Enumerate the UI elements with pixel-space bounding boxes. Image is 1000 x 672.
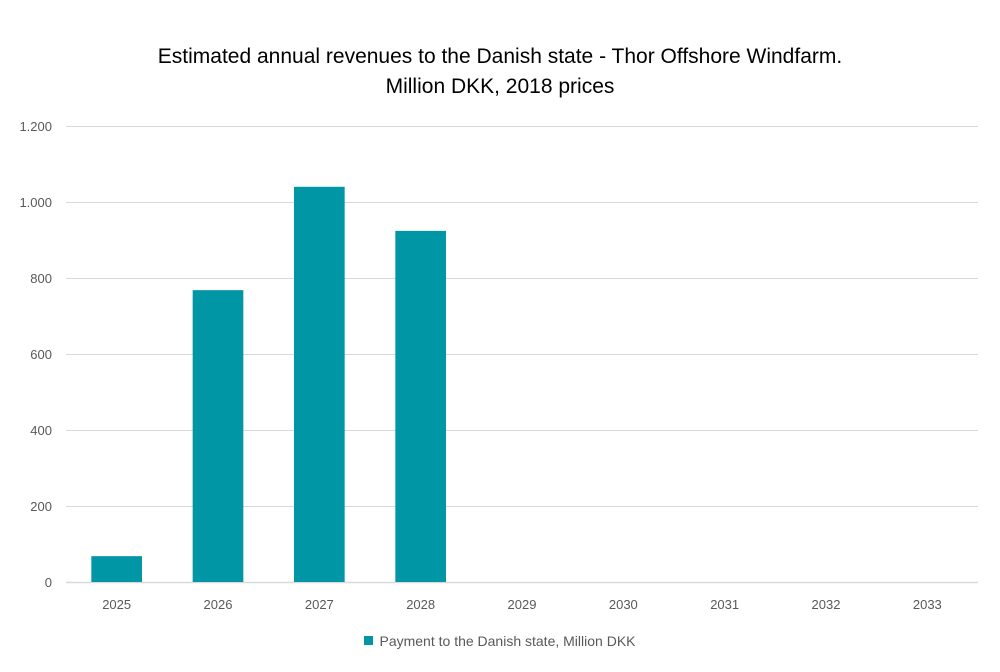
bars [91,186,446,583]
bar-2025 [91,556,142,582]
chart-subtitle: Million DKK, 2018 prices [385,75,615,98]
x-axis-ticks: 2025 2026 2027 2028 2029 2030 2031 2032 2033 [102,597,942,612]
y-tick-label: 1.200 [19,119,52,134]
x-tick-label: 2028 [406,597,435,612]
x-tick-label: 2027 [305,597,334,612]
bar-2027 [294,186,345,583]
y-tick-label: 400 [30,423,52,438]
bar-2026 [192,290,244,582]
legend-swatch [364,636,374,645]
x-tick-label: 2025 [102,597,131,612]
chart-title: Estimated annual revenues to the Danish … [0,42,1000,102]
y-tick-label: 1.000 [19,195,52,210]
legend: Payment to the Danish state, Million DKK [0,633,1000,649]
y-tick-label: 200 [30,499,52,514]
legend-label: Payment to the Danish state, Million DKK [379,633,636,649]
chart-title-line1: Estimated annual revenues to the Danish … [157,45,843,68]
x-tick-label: 2030 [609,597,638,612]
y-tick-label: 0 [45,575,52,590]
x-tick-label: 2031 [710,597,739,612]
x-tick-label: 2026 [204,597,233,612]
y-axis-ticks: 0 200 400 600 800 1.000 1.200 [19,119,52,590]
bar-2028 [395,230,446,582]
x-tick-label: 2029 [508,597,537,612]
y-tick-label: 800 [30,271,52,286]
y-tick-label: 600 [30,347,52,362]
x-tick-label: 2033 [913,597,942,612]
x-tick-label: 2032 [812,597,841,612]
